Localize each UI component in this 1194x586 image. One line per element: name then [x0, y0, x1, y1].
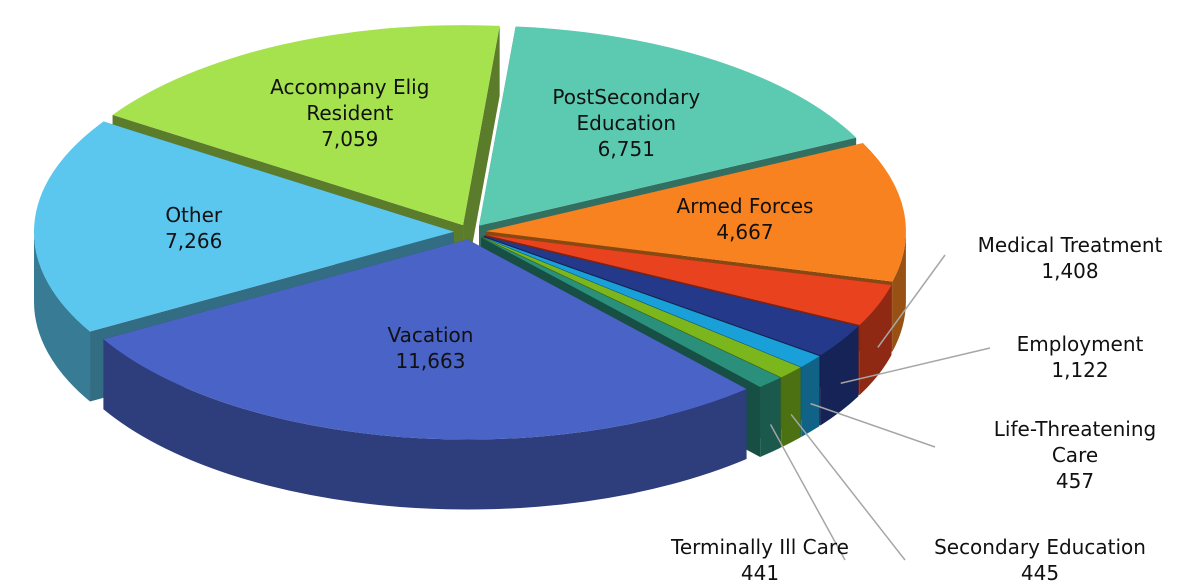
- data-label: Other 7,266: [79, 202, 309, 254]
- slice-side: [103, 339, 747, 510]
- data-label: Armed Forces 4,667: [630, 193, 860, 245]
- slice-wall: [463, 25, 500, 296]
- category-label: Armed Forces: [676, 193, 814, 218]
- value-label: 6,751: [597, 137, 655, 162]
- slice-side: [781, 367, 801, 448]
- data-label: Terminally Ill Care 441: [645, 534, 875, 586]
- category-label: Employment: [1016, 332, 1144, 356]
- category-label: Life-Threatening Care: [993, 417, 1157, 467]
- category-label: Medical Treatment: [977, 233, 1163, 257]
- category-label: Vacation: [387, 323, 474, 348]
- slice-side: [801, 356, 820, 437]
- data-label: Medical Treatment 1,408: [955, 232, 1185, 284]
- pie-slice: [485, 143, 906, 282]
- pie-slice: [483, 236, 859, 356]
- value-label: 11,663: [395, 349, 466, 374]
- leader-line: [810, 402, 936, 448]
- value-label: 7,266: [165, 228, 223, 253]
- category-label: PostSecondary Education: [552, 85, 701, 136]
- pie-slice: [481, 237, 781, 387]
- slice-side: [760, 377, 781, 457]
- category-label: Other: [165, 202, 223, 227]
- value-label: 7,059: [321, 127, 379, 152]
- data-label: Vacation 11,663: [315, 322, 545, 374]
- pie-slice: [479, 26, 857, 226]
- data-label: Life-Threatening Care 457: [990, 416, 1160, 494]
- pie-slice: [484, 234, 892, 326]
- pie-slice: [34, 121, 455, 332]
- value-label: 4,667: [716, 219, 774, 244]
- value-label: 441: [740, 561, 780, 585]
- category-label: Secondary Education: [934, 535, 1146, 559]
- slice-side: [820, 326, 859, 426]
- data-label: PostSecondary Education 6,751: [541, 84, 711, 162]
- leader-line: [769, 424, 846, 561]
- pie-slice: [481, 237, 801, 378]
- pie-slice: [112, 25, 500, 226]
- data-label: Accompany Elig Resident 7,059: [245, 74, 455, 152]
- value-label: 1,408: [1041, 259, 1099, 283]
- leader-line: [877, 254, 946, 348]
- value-label: 1,122: [1051, 358, 1109, 382]
- category-label: Terminally Ill Care: [671, 535, 849, 559]
- value-label: 457: [1055, 469, 1095, 493]
- value-label: 445: [1020, 561, 1060, 585]
- leader-line: [840, 347, 991, 384]
- category-label: Accompany Elig Resident: [270, 75, 430, 126]
- pie-slice: [482, 236, 820, 367]
- slice-side: [859, 285, 892, 396]
- pie-slice: [103, 239, 747, 440]
- leader-line: [790, 413, 906, 561]
- slice-side: [34, 231, 91, 402]
- data-label: Employment 1,122: [965, 331, 1194, 383]
- data-label: Secondary Education 445: [925, 534, 1155, 586]
